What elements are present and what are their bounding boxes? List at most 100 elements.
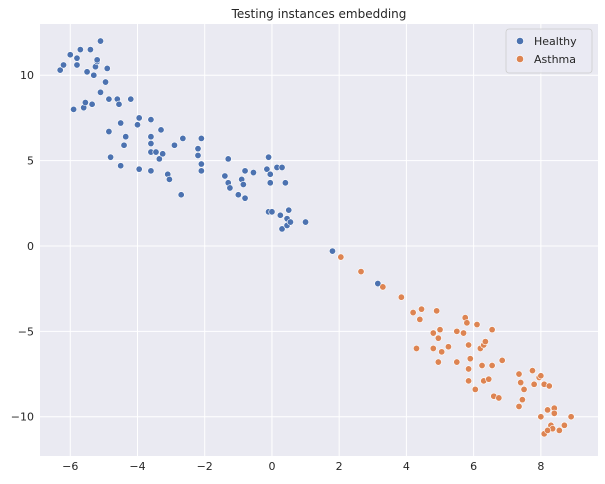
point-healthy-52: [221, 172, 229, 180]
x-tick-label: 4: [403, 460, 410, 473]
x-tick-label: −4: [129, 460, 145, 473]
point-asthma-13: [434, 358, 442, 366]
point-asthma-2: [379, 283, 387, 291]
point-asthma-19: [463, 319, 471, 327]
point-asthma-33: [488, 362, 496, 370]
point-asthma-25: [471, 385, 479, 393]
point-healthy-32: [117, 162, 125, 170]
point-asthma-16: [453, 327, 461, 335]
point-healthy-79: [374, 280, 382, 288]
point-healthy-49: [197, 134, 205, 142]
x-tick-label: 0: [268, 460, 275, 473]
point-asthma-44: [530, 380, 538, 388]
point-healthy-46: [177, 191, 185, 199]
point-asthma-29: [481, 338, 489, 346]
legend: Healthy Asthma: [505, 28, 593, 74]
point-healthy-40: [157, 126, 165, 134]
point-healthy-14: [103, 64, 111, 72]
point-asthma-20: [460, 329, 468, 337]
point-healthy-62: [263, 165, 271, 173]
point-healthy-30: [105, 128, 113, 136]
point-healthy-3: [73, 61, 81, 69]
point-healthy-45: [179, 134, 187, 142]
point-healthy-51: [197, 167, 205, 175]
point-healthy-59: [241, 167, 249, 175]
point-healthy-44: [170, 141, 178, 149]
point-asthma-15: [444, 343, 452, 351]
point-healthy-20: [88, 100, 96, 108]
point-asthma-46: [537, 372, 545, 380]
x-tick-label: 8: [537, 460, 544, 473]
point-healthy-4: [73, 54, 81, 62]
point-asthma-21: [465, 341, 473, 349]
point-healthy-69: [278, 163, 286, 171]
point-asthma-43: [528, 367, 536, 375]
point-healthy-78: [328, 247, 336, 255]
point-healthy-2: [66, 51, 74, 59]
point-asthma-12: [429, 344, 437, 352]
point-asthma-55: [560, 421, 568, 429]
point-healthy-19: [81, 99, 89, 107]
point-asthma-24: [465, 377, 473, 385]
point-asthma-22: [466, 355, 474, 363]
point-healthy-36: [147, 140, 155, 148]
point-healthy-72: [281, 179, 289, 187]
point-asthma-42: [520, 385, 528, 393]
point-asthma-39: [517, 379, 525, 387]
point-healthy-8: [90, 71, 98, 79]
point-healthy-58: [239, 181, 247, 189]
point-asthma-0: [337, 253, 345, 261]
point-asthma-59: [544, 426, 552, 434]
point-healthy-67: [268, 208, 276, 216]
point-healthy-11: [93, 56, 101, 64]
x-tick-label: −2: [197, 460, 213, 473]
point-healthy-24: [117, 119, 125, 127]
point-healthy-25: [135, 114, 143, 122]
point-asthma-57: [537, 413, 545, 421]
point-asthma-10: [434, 334, 442, 342]
point-asthma-1: [357, 268, 365, 276]
point-healthy-55: [226, 184, 234, 192]
point-asthma-49: [544, 406, 552, 414]
x-tick-label: 6: [470, 460, 477, 473]
point-healthy-27: [147, 116, 155, 124]
point-healthy-48: [194, 151, 202, 159]
point-asthma-41: [515, 402, 523, 410]
point-healthy-12: [97, 37, 105, 45]
point-healthy-35: [147, 133, 155, 141]
point-asthma-53: [550, 409, 558, 417]
point-healthy-75: [285, 206, 293, 214]
point-healthy-22: [115, 100, 123, 108]
point-healthy-61: [249, 169, 257, 177]
point-healthy-33: [135, 165, 143, 173]
point-healthy-16: [105, 95, 113, 103]
legend-marker-asthma: [516, 55, 524, 63]
point-asthma-38: [515, 370, 523, 378]
point-healthy-15: [102, 78, 110, 86]
point-healthy-63: [265, 153, 273, 161]
point-asthma-9: [429, 329, 437, 337]
point-asthma-4: [409, 309, 417, 317]
point-healthy-31: [107, 153, 115, 161]
legend-label-asthma: Asthma: [534, 53, 576, 66]
y-tick-label: −5: [18, 325, 34, 338]
y-tick-labels: −10 −5 0 5 10: [11, 69, 34, 424]
point-asthma-36: [498, 356, 506, 364]
point-healthy-50: [197, 160, 205, 168]
point-healthy-38: [152, 148, 160, 156]
point-healthy-34: [147, 167, 155, 175]
y-tick-label: −10: [11, 411, 34, 424]
legend-marker-healthy: [516, 37, 524, 45]
y-tick-label: 0: [27, 240, 34, 253]
point-healthy-53: [224, 155, 232, 163]
y-tick-label: 5: [27, 155, 34, 168]
point-healthy-47: [194, 145, 202, 153]
point-healthy-0: [56, 66, 64, 74]
point-healthy-76: [286, 218, 294, 226]
x-tick-label: −6: [62, 460, 78, 473]
point-healthy-29: [120, 141, 128, 149]
point-healthy-26: [133, 121, 141, 129]
point-asthma-37: [495, 394, 503, 402]
x-tick-labels: −6 −4 −2 0 2 4 6 8: [62, 460, 544, 473]
